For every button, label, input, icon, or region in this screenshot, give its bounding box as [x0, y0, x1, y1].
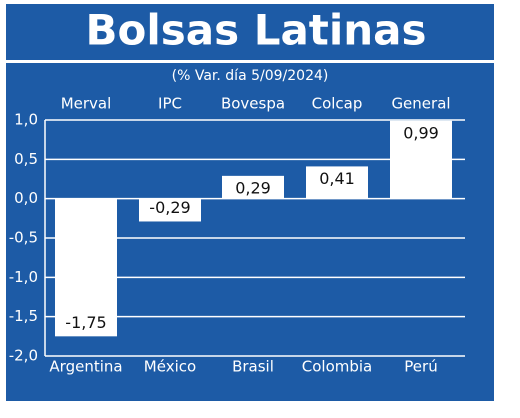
title-band: [6, 4, 494, 60]
y-tick-label: 0,0: [14, 189, 38, 207]
y-tick-label: 0,5: [14, 150, 38, 168]
bar: [222, 175, 284, 199]
category-label: General: [391, 95, 450, 113]
category-label: Bovespa: [221, 95, 285, 113]
value-label: 0,99: [403, 123, 439, 142]
y-tick-label: 1,0: [14, 111, 38, 129]
y-tick-label: -1,0: [9, 268, 38, 286]
bar: [139, 198, 201, 222]
value-label: -0,29: [149, 198, 190, 217]
value-label: 0,29: [235, 178, 271, 197]
country-label: Perú: [404, 358, 437, 376]
y-tick-label: -1,5: [9, 307, 38, 325]
value-label: 0,41: [319, 169, 355, 188]
bar: [390, 120, 452, 199]
country-label: Argentina: [49, 358, 122, 376]
y-tick-label: -2,0: [9, 347, 38, 365]
category-label: Colcap: [312, 95, 363, 113]
y-tick-label: -0,5: [9, 229, 38, 247]
bar: [55, 198, 117, 337]
bar: [306, 166, 368, 199]
country-label: México: [144, 358, 196, 376]
value-label: -1,75: [65, 313, 106, 332]
country-label: Brasil: [232, 358, 274, 376]
country-label: Colombia: [302, 358, 373, 376]
chart-title: Bolsas Latinas: [85, 6, 426, 55]
category-label: Merval: [61, 95, 112, 113]
chart-subtitle: (% Var. día 5/09/2024): [172, 68, 329, 84]
category-label: IPC: [158, 95, 182, 113]
